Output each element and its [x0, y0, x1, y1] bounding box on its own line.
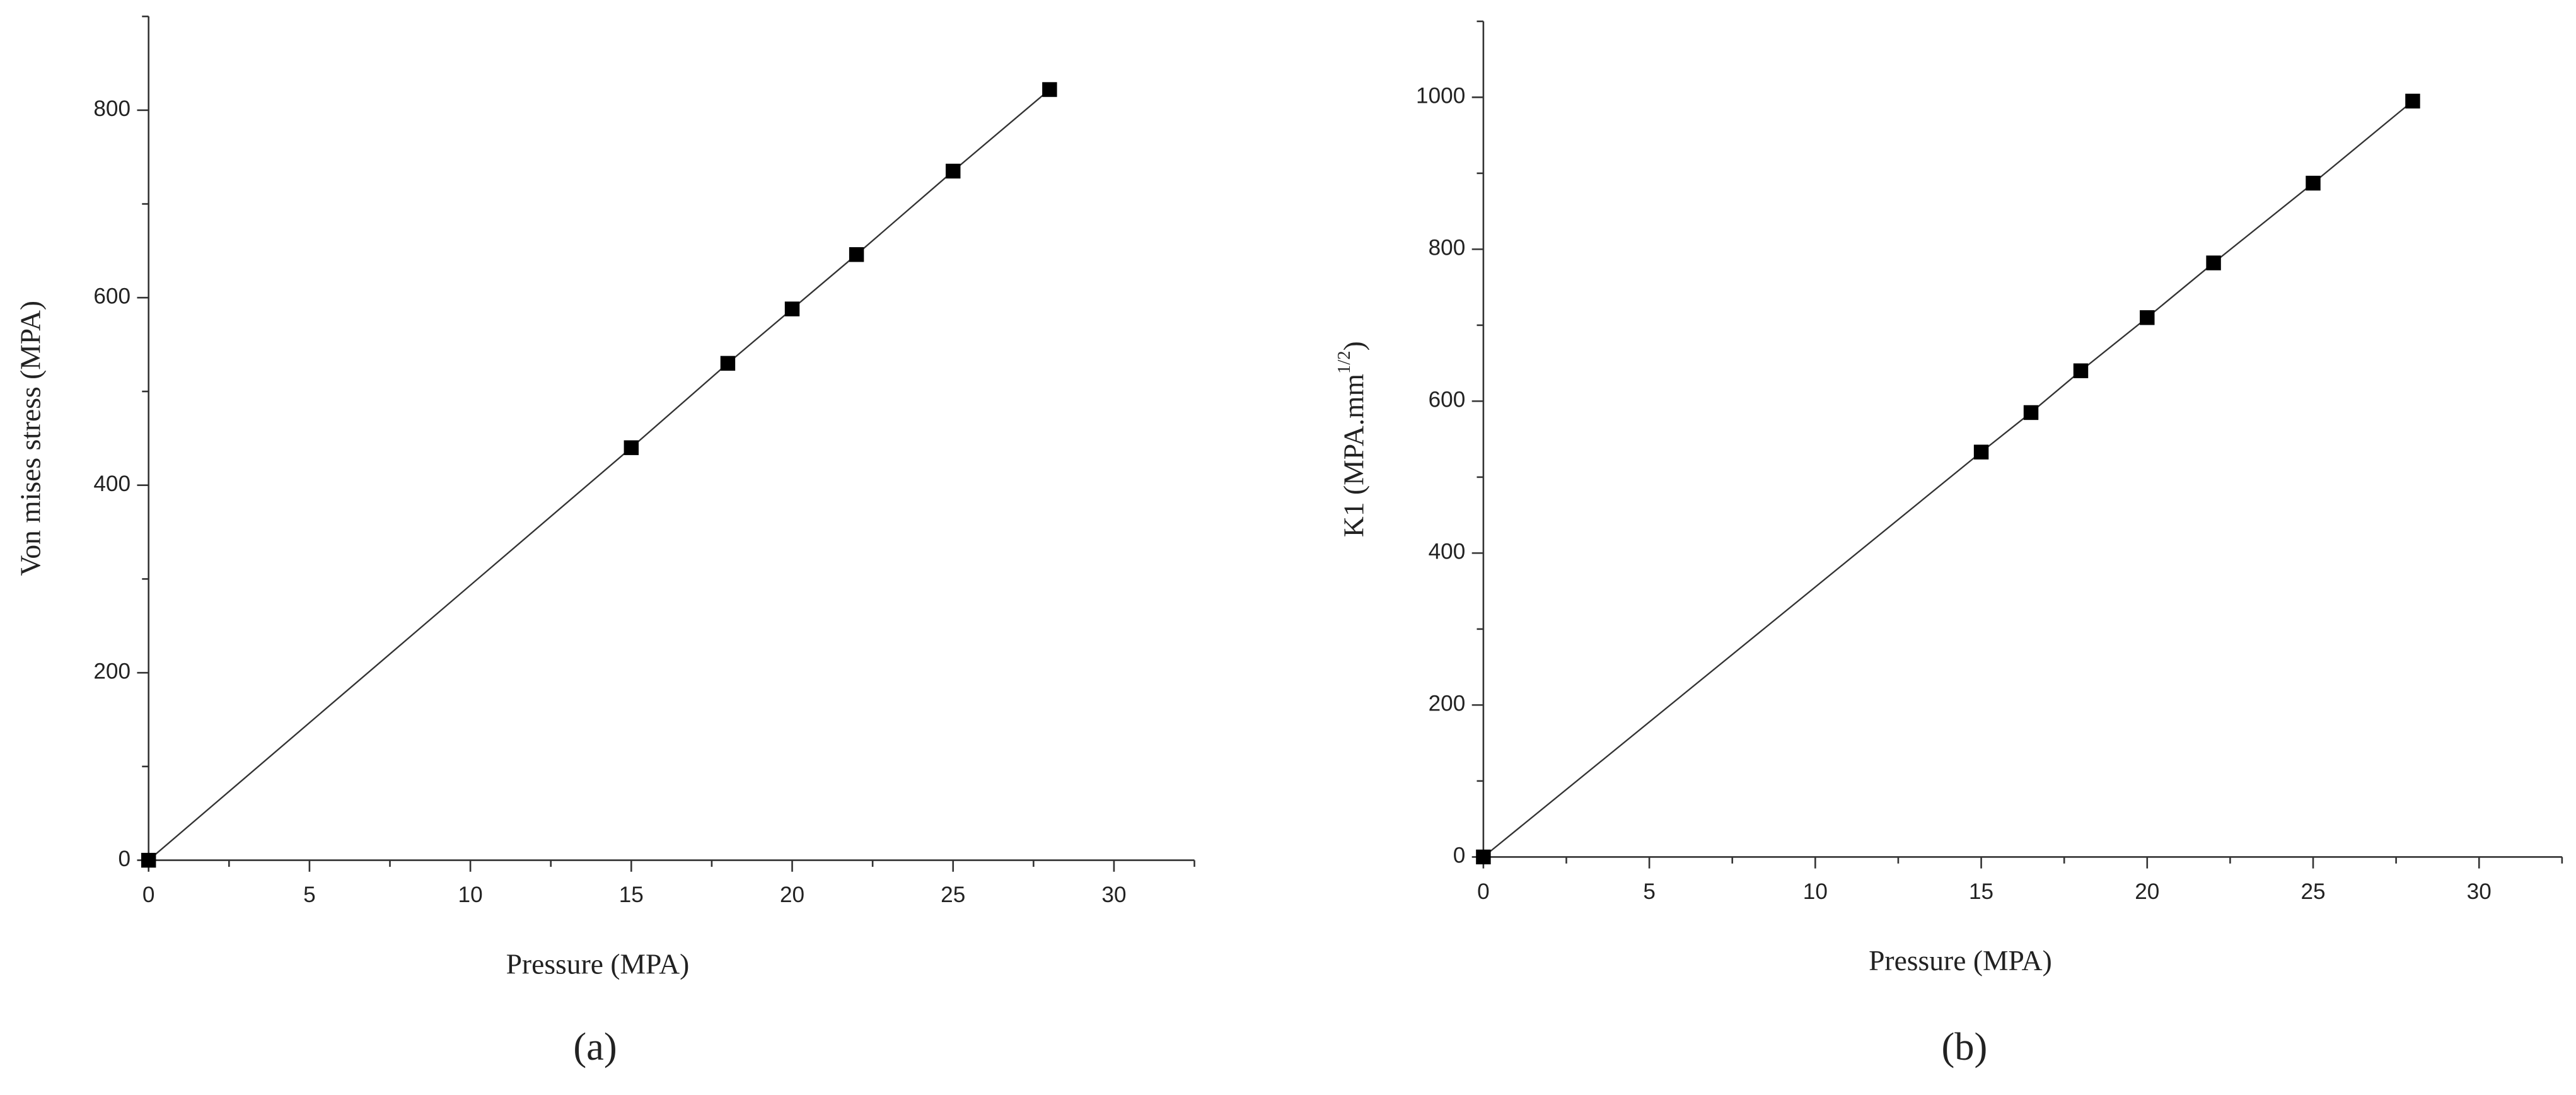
x-tick-label: 10: [1803, 879, 1828, 904]
y-tick-label: 1000: [1416, 84, 1465, 108]
data-point: [946, 163, 961, 179]
x-tick-label: 25: [941, 883, 965, 907]
y-tick-label: 800: [1429, 236, 1466, 260]
y-axis-label-superscript: 1/2: [1334, 351, 1354, 374]
x-axis-label: Pressure (MPA): [1869, 944, 2052, 976]
chart-panel: 0 5 10 15 20 25 30 0 200 400 600 800 1000 Pressure (M…: [1334, 20, 2563, 1069]
x-tick-label: 30: [2467, 879, 2492, 904]
x-tick-label: 5: [1643, 879, 1656, 904]
y-axis-label-part: K1 (MPA.mm: [1338, 374, 1370, 537]
panel-label: (b): [1941, 1024, 1987, 1069]
data-point: [2140, 310, 2155, 325]
y-tick-label: 400: [93, 472, 131, 496]
data-point: [2073, 363, 2089, 378]
data-point: [2405, 93, 2420, 109]
data-point: [624, 440, 639, 455]
y-axis-label-part: ): [1338, 341, 1370, 351]
data-point: [1042, 82, 1057, 97]
x-tick-label: 0: [1477, 879, 1490, 904]
x-tick-label: 0: [142, 883, 155, 907]
data-point: [784, 301, 800, 316]
y-axis-label: K1 (MPA.mm1/2): [1334, 341, 1370, 537]
y-tick-label: 800: [93, 96, 131, 121]
data-point: [141, 852, 156, 868]
data-point: [1973, 444, 1989, 460]
data-point: [2206, 255, 2221, 270]
data-point: [1476, 849, 1491, 865]
x-tick-label: 5: [303, 883, 316, 907]
y-tick-label: 600: [1429, 388, 1466, 412]
x-tick-label: 25: [2300, 879, 2325, 904]
x-axis-label: Pressure (MPA): [506, 947, 690, 980]
fit-line: [148, 89, 1050, 861]
data-point: [2023, 405, 2039, 420]
data-point: [720, 356, 736, 371]
data-point: [2306, 175, 2321, 191]
chart-panel: 0 5 10 15 20 25 30 0 200 400 600 800 Pressure (MPA) V…: [15, 15, 1195, 1069]
y-tick-label: 0: [118, 847, 131, 871]
y-axis-label: Von mises stress (MPA): [15, 301, 47, 576]
y-axis-label-part: Von mises stress (MPA): [15, 301, 47, 576]
y-tick-label: 400: [1429, 540, 1466, 564]
x-tick-label: 20: [2135, 879, 2159, 904]
x-tick-label: 15: [1969, 879, 1993, 904]
y-tick-label: 0: [1453, 843, 1466, 868]
x-tick-label: 10: [458, 883, 483, 907]
y-tick-label: 600: [93, 284, 131, 309]
x-tick-label: 20: [780, 883, 804, 907]
x-tick-label: 15: [619, 883, 644, 907]
fit-line: [1483, 100, 2413, 858]
x-tick-label: 30: [1101, 883, 1126, 907]
panel-label: (a): [573, 1024, 617, 1069]
data-point: [849, 247, 864, 262]
y-tick-label: 200: [1429, 692, 1466, 716]
y-tick-label: 200: [93, 659, 131, 683]
